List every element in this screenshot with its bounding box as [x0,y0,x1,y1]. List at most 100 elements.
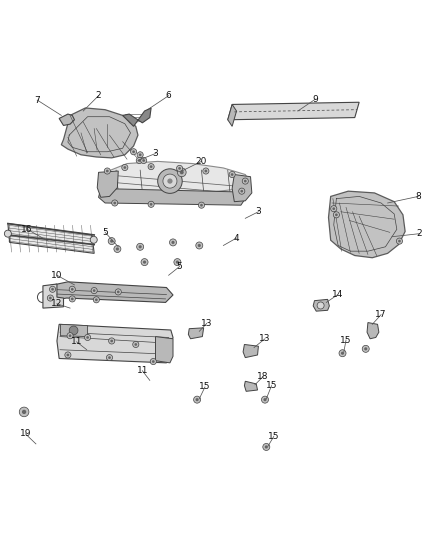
Circle shape [205,169,207,172]
Polygon shape [59,114,74,125]
Circle shape [341,352,344,355]
Text: 9: 9 [312,95,318,104]
Polygon shape [123,108,151,126]
Text: 19: 19 [20,429,31,438]
Circle shape [117,290,120,293]
Text: 14: 14 [332,290,343,300]
Polygon shape [60,324,88,336]
Circle shape [49,286,56,292]
Circle shape [116,247,119,251]
Circle shape [143,261,146,264]
Circle shape [239,188,245,194]
Circle shape [198,244,201,247]
Circle shape [198,202,205,208]
Text: 18: 18 [257,373,268,382]
Circle shape [4,230,11,237]
Circle shape [132,150,135,153]
Polygon shape [57,324,173,363]
Text: 2: 2 [96,91,101,100]
Circle shape [396,238,403,244]
Circle shape [134,343,137,346]
Circle shape [124,166,126,169]
Circle shape [180,171,184,174]
Text: 8: 8 [415,192,421,201]
Text: 11: 11 [137,366,148,375]
Circle shape [177,168,186,177]
Circle shape [69,296,75,302]
Circle shape [158,169,182,193]
Circle shape [114,246,121,253]
Circle shape [178,167,181,170]
Circle shape [108,356,111,359]
Text: 16: 16 [21,225,33,234]
Circle shape [69,326,78,335]
Circle shape [142,159,145,162]
Circle shape [67,333,73,339]
Circle shape [203,168,209,174]
Circle shape [141,157,147,164]
Circle shape [148,201,154,207]
Circle shape [71,288,74,290]
Circle shape [113,201,116,204]
Circle shape [137,243,144,251]
Circle shape [85,334,91,341]
Circle shape [67,353,69,357]
Circle shape [177,165,183,172]
Circle shape [242,178,248,184]
Circle shape [109,338,115,344]
Circle shape [137,152,143,158]
Circle shape [51,288,54,290]
Circle shape [19,407,29,417]
Polygon shape [44,282,173,302]
Circle shape [65,352,71,358]
Circle shape [174,259,181,265]
Circle shape [171,241,175,244]
Text: 15: 15 [268,432,279,441]
Circle shape [122,165,128,171]
Circle shape [108,238,115,245]
Polygon shape [243,344,258,358]
Circle shape [47,295,53,301]
Circle shape [71,297,74,300]
Text: 3: 3 [152,149,159,158]
Circle shape [150,203,152,206]
Circle shape [112,200,118,206]
Circle shape [115,289,121,295]
Circle shape [110,239,113,243]
Circle shape [106,354,113,361]
Circle shape [91,287,97,294]
Polygon shape [99,189,245,205]
Circle shape [339,350,346,357]
Circle shape [200,204,203,207]
Circle shape [317,302,324,309]
Circle shape [49,297,52,300]
Text: 15: 15 [199,383,211,391]
Text: 13: 13 [259,334,271,343]
Circle shape [136,157,142,164]
Polygon shape [61,108,138,158]
Text: 20: 20 [196,157,207,166]
Circle shape [22,410,26,414]
Circle shape [69,334,71,337]
Text: 15: 15 [340,336,352,344]
Circle shape [398,240,401,243]
Circle shape [196,242,203,249]
Circle shape [90,236,97,243]
Circle shape [106,169,109,172]
Circle shape [138,159,141,162]
Circle shape [331,206,337,212]
Circle shape [95,298,98,301]
Circle shape [261,396,268,403]
Text: 4: 4 [234,233,239,243]
Circle shape [333,212,339,218]
Circle shape [362,345,369,352]
Polygon shape [8,223,94,253]
Circle shape [141,259,148,265]
Circle shape [263,443,270,450]
Text: 15: 15 [266,381,277,390]
Circle shape [194,396,201,403]
Polygon shape [228,104,237,126]
Circle shape [138,245,142,248]
Text: 5: 5 [102,228,108,237]
Text: 2: 2 [417,229,422,238]
